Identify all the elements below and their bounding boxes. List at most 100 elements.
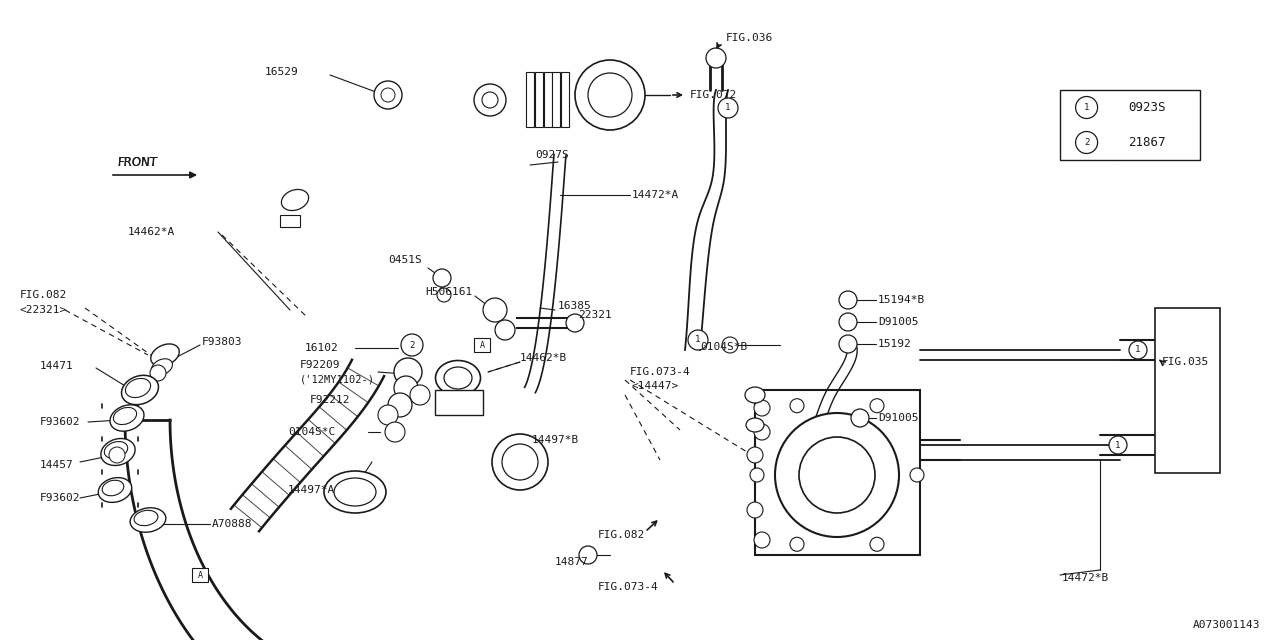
- Text: FIG.073-4: FIG.073-4: [630, 367, 691, 377]
- Text: A: A: [480, 340, 485, 349]
- Ellipse shape: [151, 359, 173, 375]
- Circle shape: [575, 60, 645, 130]
- Bar: [552, 72, 561, 127]
- Text: 22321: 22321: [579, 310, 612, 320]
- Circle shape: [436, 288, 451, 302]
- Circle shape: [718, 98, 739, 118]
- Circle shape: [1108, 436, 1126, 454]
- Text: 0104S*C: 0104S*C: [288, 427, 335, 437]
- Circle shape: [388, 393, 412, 417]
- Bar: [280, 215, 300, 227]
- Text: 15194*B: 15194*B: [878, 295, 925, 305]
- Ellipse shape: [122, 375, 159, 404]
- Text: 0451S: 0451S: [388, 255, 421, 265]
- Text: A: A: [197, 570, 202, 579]
- Text: 14497*B: 14497*B: [532, 435, 580, 445]
- Text: F93602: F93602: [40, 493, 81, 503]
- Circle shape: [483, 298, 507, 322]
- Text: FRONT: FRONT: [118, 156, 157, 168]
- Circle shape: [483, 92, 498, 108]
- Ellipse shape: [99, 477, 132, 502]
- Circle shape: [433, 269, 451, 287]
- Bar: [435, 390, 483, 415]
- Circle shape: [870, 399, 884, 413]
- Circle shape: [502, 444, 538, 480]
- Bar: [526, 72, 534, 127]
- Circle shape: [748, 502, 763, 518]
- Ellipse shape: [444, 367, 472, 389]
- Text: 0927S: 0927S: [535, 150, 568, 160]
- Circle shape: [495, 320, 515, 340]
- Circle shape: [410, 385, 430, 405]
- Text: FIG.035: FIG.035: [1162, 357, 1210, 367]
- Circle shape: [722, 337, 739, 353]
- Text: 14877: 14877: [556, 557, 589, 567]
- Text: D91005: D91005: [878, 317, 919, 327]
- Text: 16102: 16102: [305, 343, 339, 353]
- Circle shape: [579, 546, 596, 564]
- Circle shape: [381, 88, 396, 102]
- Circle shape: [492, 434, 548, 490]
- Ellipse shape: [114, 408, 137, 424]
- Circle shape: [474, 84, 506, 116]
- Text: 16529: 16529: [265, 67, 298, 77]
- Bar: [1060, 90, 1201, 160]
- Bar: [1155, 308, 1220, 473]
- Circle shape: [401, 334, 422, 356]
- Bar: [561, 72, 570, 127]
- Text: FIG.082: FIG.082: [598, 530, 645, 540]
- Circle shape: [750, 468, 764, 482]
- Text: 14471: 14471: [40, 361, 74, 371]
- Circle shape: [838, 313, 858, 331]
- Circle shape: [790, 538, 804, 551]
- Text: 16385: 16385: [558, 301, 591, 311]
- Text: <14447>: <14447>: [632, 381, 680, 391]
- Ellipse shape: [101, 438, 136, 465]
- Ellipse shape: [334, 478, 376, 506]
- Circle shape: [150, 365, 166, 381]
- Ellipse shape: [746, 418, 764, 432]
- Ellipse shape: [134, 510, 157, 525]
- Circle shape: [1129, 341, 1147, 359]
- Circle shape: [1075, 131, 1097, 154]
- Text: H506161: H506161: [425, 287, 472, 297]
- Text: FIG.036: FIG.036: [726, 33, 773, 43]
- Ellipse shape: [105, 442, 128, 458]
- Text: F93803: F93803: [202, 337, 242, 347]
- Text: 1: 1: [1115, 440, 1121, 449]
- Ellipse shape: [131, 508, 166, 532]
- Circle shape: [385, 422, 404, 442]
- Circle shape: [566, 314, 584, 332]
- Ellipse shape: [151, 344, 179, 366]
- Circle shape: [870, 538, 884, 551]
- Circle shape: [394, 376, 419, 400]
- Text: D91005: D91005: [878, 413, 919, 423]
- Text: F93602: F93602: [40, 417, 81, 427]
- Ellipse shape: [282, 189, 308, 211]
- Ellipse shape: [110, 405, 143, 431]
- Text: FIG.073-4: FIG.073-4: [598, 582, 659, 592]
- Text: 14472*A: 14472*A: [632, 190, 680, 200]
- Bar: [544, 72, 552, 127]
- Ellipse shape: [745, 387, 765, 403]
- Text: 14462*A: 14462*A: [128, 227, 175, 237]
- Text: FRONT: FRONT: [118, 156, 157, 168]
- Circle shape: [799, 437, 876, 513]
- Text: 1: 1: [726, 104, 731, 113]
- Circle shape: [588, 73, 632, 117]
- Text: 14497*A: 14497*A: [288, 485, 335, 495]
- Circle shape: [754, 400, 771, 416]
- Circle shape: [394, 358, 422, 386]
- Text: A70888: A70888: [212, 519, 252, 529]
- Circle shape: [774, 413, 899, 537]
- Text: ('12MY1102-): ('12MY1102-): [300, 375, 375, 385]
- Circle shape: [707, 48, 726, 68]
- Text: 14462*B: 14462*B: [520, 353, 567, 363]
- Circle shape: [109, 447, 125, 463]
- Bar: [535, 72, 543, 127]
- Text: 1: 1: [1084, 103, 1089, 112]
- Bar: [755, 390, 920, 555]
- Text: F92209: F92209: [300, 360, 340, 370]
- Circle shape: [1075, 97, 1097, 118]
- Circle shape: [754, 532, 771, 548]
